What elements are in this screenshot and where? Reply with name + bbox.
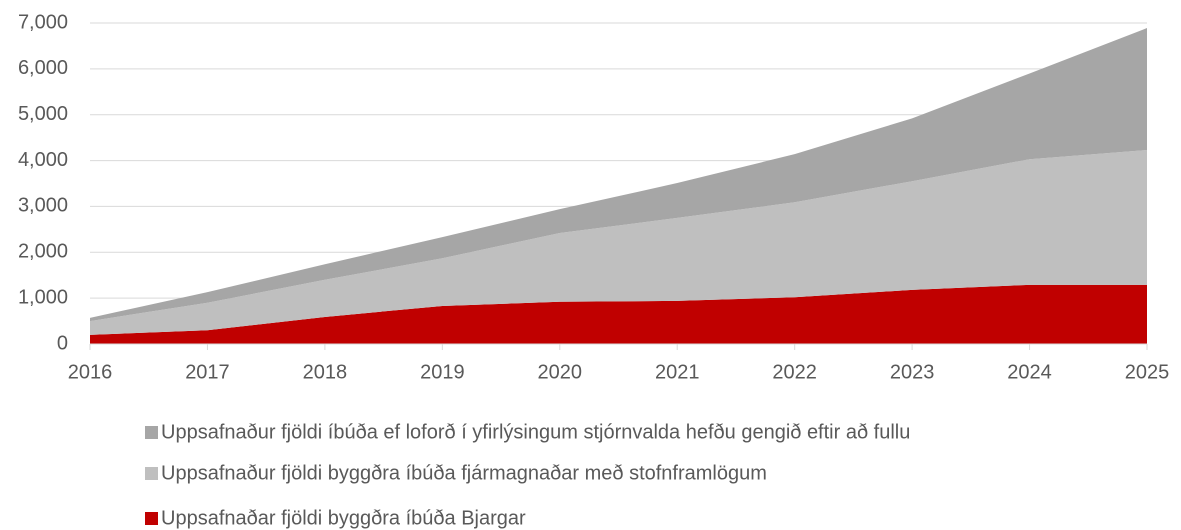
y-tick-label: 6,000 <box>18 57 68 79</box>
y-tick-label: 2,000 <box>18 241 68 263</box>
legend-swatch <box>145 512 158 525</box>
x-tick-label: 2025 <box>1125 361 1170 383</box>
area <box>90 150 1147 335</box>
legend-label: Uppsafnaður fjöldi byggðra íbúða fjármag… <box>161 462 767 484</box>
legend-swatch <box>145 467 158 480</box>
y-tick-label: 7,000 <box>18 11 68 33</box>
y-tick-label: 5,000 <box>18 103 68 125</box>
x-tick-label: 2022 <box>772 361 817 383</box>
y-tick-label: 4,000 <box>18 149 68 171</box>
area <box>90 28 1147 322</box>
x-tick-label: 2023 <box>890 361 935 383</box>
x-tick-label: 2024 <box>1007 361 1052 383</box>
y-tick-label: 0 <box>57 332 68 354</box>
legend-swatch <box>145 426 158 439</box>
x-tick-label: 2021 <box>655 361 700 383</box>
x-tick-label: 2019 <box>420 361 465 383</box>
legend-label: Uppsafnaðar fjöldi byggðra íbúða Bjargar <box>161 507 526 529</box>
x-tick-label: 2020 <box>538 361 583 383</box>
area <box>90 284 1147 344</box>
legend-label: Uppsafnaður fjöldi íbúða ef loforð í yfi… <box>161 421 910 443</box>
x-tick-label: 2016 <box>68 361 113 383</box>
y-tick-label: 3,000 <box>18 195 68 217</box>
y-tick-label: 1,000 <box>18 286 68 308</box>
x-tick-label: 2017 <box>185 361 230 383</box>
x-tick-label: 2018 <box>303 361 348 383</box>
